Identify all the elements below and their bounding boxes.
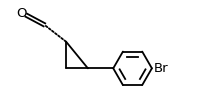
Text: O: O — [17, 7, 27, 20]
Text: Br: Br — [154, 62, 169, 75]
